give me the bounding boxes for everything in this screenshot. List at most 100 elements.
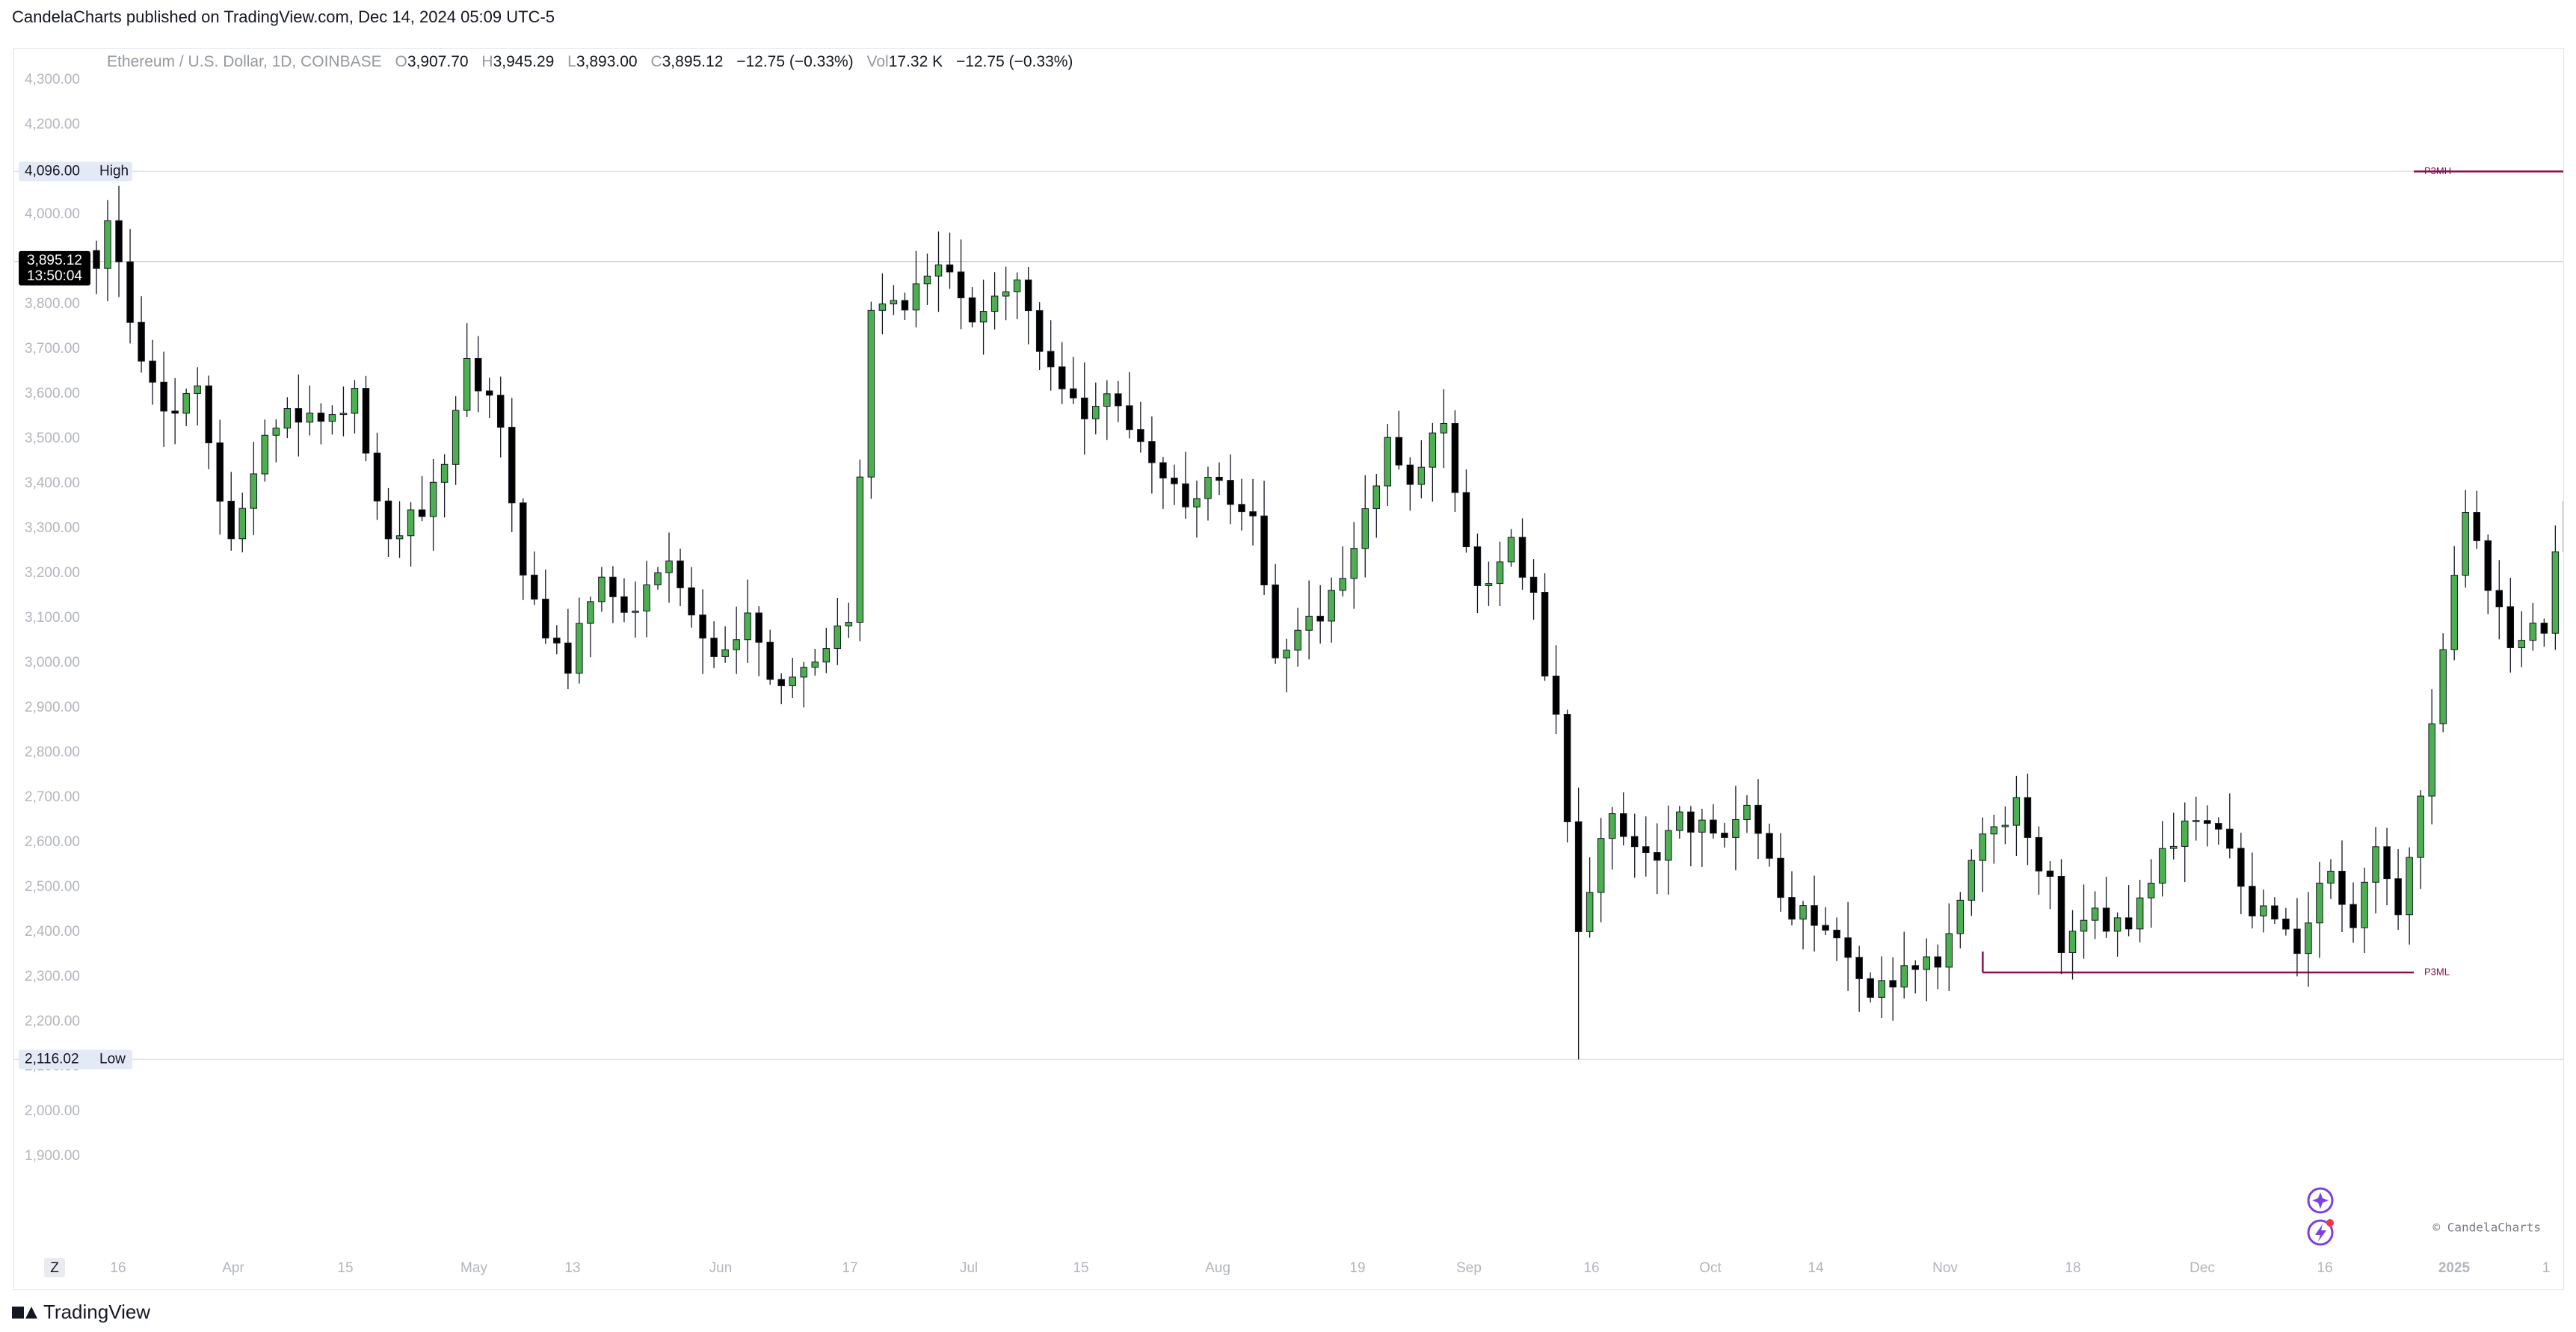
candle[interactable] — [1811, 875, 1818, 952]
candle[interactable] — [2035, 826, 2043, 895]
candle[interactable] — [2484, 534, 2492, 614]
candle[interactable] — [1384, 424, 1392, 506]
candle[interactable] — [2215, 817, 2222, 845]
level-p3ml[interactable]: P3ML — [1982, 952, 2450, 977]
candle[interactable] — [2237, 833, 2245, 915]
candle[interactable] — [934, 231, 943, 312]
candle[interactable] — [2136, 880, 2144, 943]
candle[interactable] — [115, 185, 123, 297]
candle[interactable] — [1350, 522, 1358, 609]
candle[interactable] — [126, 229, 134, 344]
candle[interactable] — [1597, 818, 1605, 922]
candle[interactable] — [429, 459, 437, 551]
candle[interactable] — [2226, 793, 2234, 859]
candle[interactable] — [1833, 917, 1840, 961]
candle[interactable] — [688, 567, 695, 628]
candle[interactable] — [194, 367, 201, 426]
candle[interactable] — [1002, 266, 1010, 321]
candle[interactable] — [2518, 611, 2526, 667]
candle[interactable] — [149, 339, 156, 405]
candle[interactable] — [2361, 867, 2368, 954]
candle[interactable] — [1552, 645, 1560, 735]
candle[interactable] — [1047, 320, 1055, 391]
candle[interactable] — [1103, 380, 1111, 440]
candle[interactable] — [1608, 807, 1616, 870]
candle[interactable] — [654, 567, 662, 590]
candle[interactable] — [2495, 560, 2503, 640]
candle[interactable] — [833, 597, 842, 665]
candle[interactable] — [979, 280, 987, 355]
ai-sparkle-icon[interactable] — [2307, 1187, 2334, 1214]
candle[interactable] — [2046, 860, 2054, 910]
candle[interactable] — [2327, 859, 2335, 899]
candle[interactable] — [261, 419, 269, 482]
candle[interactable] — [1013, 272, 1021, 320]
candle[interactable] — [160, 351, 167, 447]
candle[interactable] — [2080, 884, 2088, 959]
candle[interactable] — [1766, 823, 1773, 867]
candle[interactable] — [2102, 877, 2110, 938]
candle[interactable] — [643, 561, 650, 638]
candle[interactable] — [138, 296, 145, 373]
candle[interactable] — [1361, 475, 1369, 578]
candle[interactable] — [373, 432, 381, 520]
candle[interactable] — [1193, 480, 1201, 538]
candle[interactable] — [755, 606, 762, 676]
candle[interactable] — [553, 625, 561, 655]
candle[interactable] — [283, 397, 292, 439]
candle[interactable] — [1911, 960, 1919, 994]
candle[interactable] — [520, 498, 527, 600]
candle[interactable] — [1305, 580, 1313, 660]
candle[interactable] — [205, 375, 212, 469]
candle[interactable] — [1372, 474, 1381, 538]
candle[interactable] — [1496, 541, 1504, 607]
candle[interactable] — [1204, 466, 1212, 521]
candle[interactable] — [1249, 478, 1257, 546]
candle[interactable] — [1979, 817, 1987, 892]
candle[interactable] — [1024, 267, 1032, 345]
candle[interactable] — [1462, 469, 1470, 553]
candle[interactable] — [1687, 806, 1695, 866]
candle[interactable] — [1137, 401, 1144, 453]
candle[interactable] — [1541, 573, 1549, 681]
candle[interactable] — [1844, 901, 1852, 991]
candle[interactable] — [2068, 910, 2077, 980]
candle[interactable] — [2540, 618, 2548, 647]
candle[interactable] — [171, 377, 179, 445]
candle[interactable] — [1754, 779, 1762, 860]
candle[interactable] — [1451, 410, 1459, 512]
candle[interactable] — [777, 673, 785, 705]
candle[interactable] — [901, 292, 909, 321]
candle[interactable] — [93, 240, 100, 295]
candle[interactable] — [923, 253, 931, 305]
candle[interactable] — [2349, 882, 2357, 943]
candle[interactable] — [384, 487, 392, 557]
candle[interactable] — [1968, 849, 1976, 916]
candle[interactable] — [440, 454, 449, 518]
candle[interactable] — [1945, 903, 1953, 991]
candle[interactable] — [1395, 410, 1403, 470]
candle[interactable] — [632, 581, 639, 638]
candle[interactable] — [1440, 389, 1448, 469]
candle[interactable] — [2394, 849, 2402, 930]
candle[interactable] — [2372, 827, 2379, 914]
candle[interactable] — [1676, 806, 1683, 839]
candle[interactable] — [1429, 422, 1437, 502]
candle[interactable] — [485, 377, 493, 419]
candle[interactable] — [2473, 490, 2480, 549]
candle[interactable] — [1788, 871, 1796, 926]
candle[interactable] — [1822, 907, 1829, 935]
candle[interactable] — [1732, 786, 1740, 871]
candle[interactable] — [1148, 416, 1156, 494]
candle[interactable] — [2417, 790, 2424, 889]
candle[interactable] — [2001, 806, 2009, 845]
candle[interactable] — [407, 502, 415, 567]
candle[interactable] — [295, 374, 303, 457]
candle[interactable] — [531, 551, 538, 605]
candle[interactable] — [587, 596, 594, 658]
candle[interactable] — [508, 398, 516, 532]
candle[interactable] — [182, 388, 190, 426]
candle[interactable] — [1238, 478, 1245, 531]
candle[interactable] — [2204, 805, 2211, 847]
candle[interactable] — [1260, 481, 1268, 596]
